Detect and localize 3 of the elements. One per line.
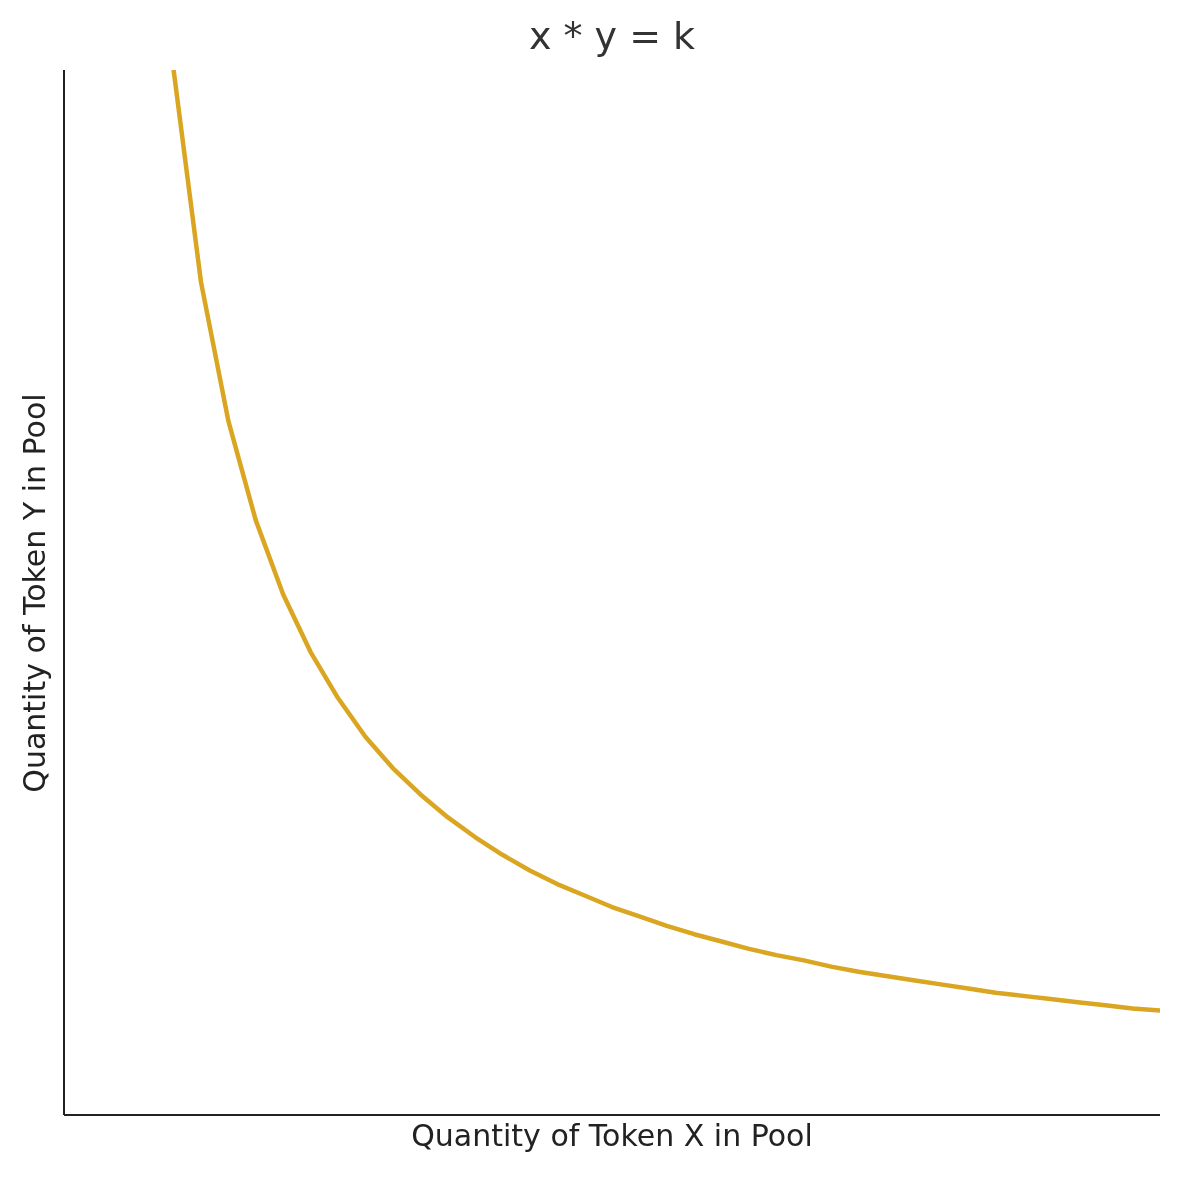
- chart-title: x * y = k: [527, 14, 697, 58]
- x-axis-title: Quantity of Token X in Pool: [410, 1118, 814, 1153]
- y-axis-title: Quantity of Token Y in Pool: [16, 393, 52, 793]
